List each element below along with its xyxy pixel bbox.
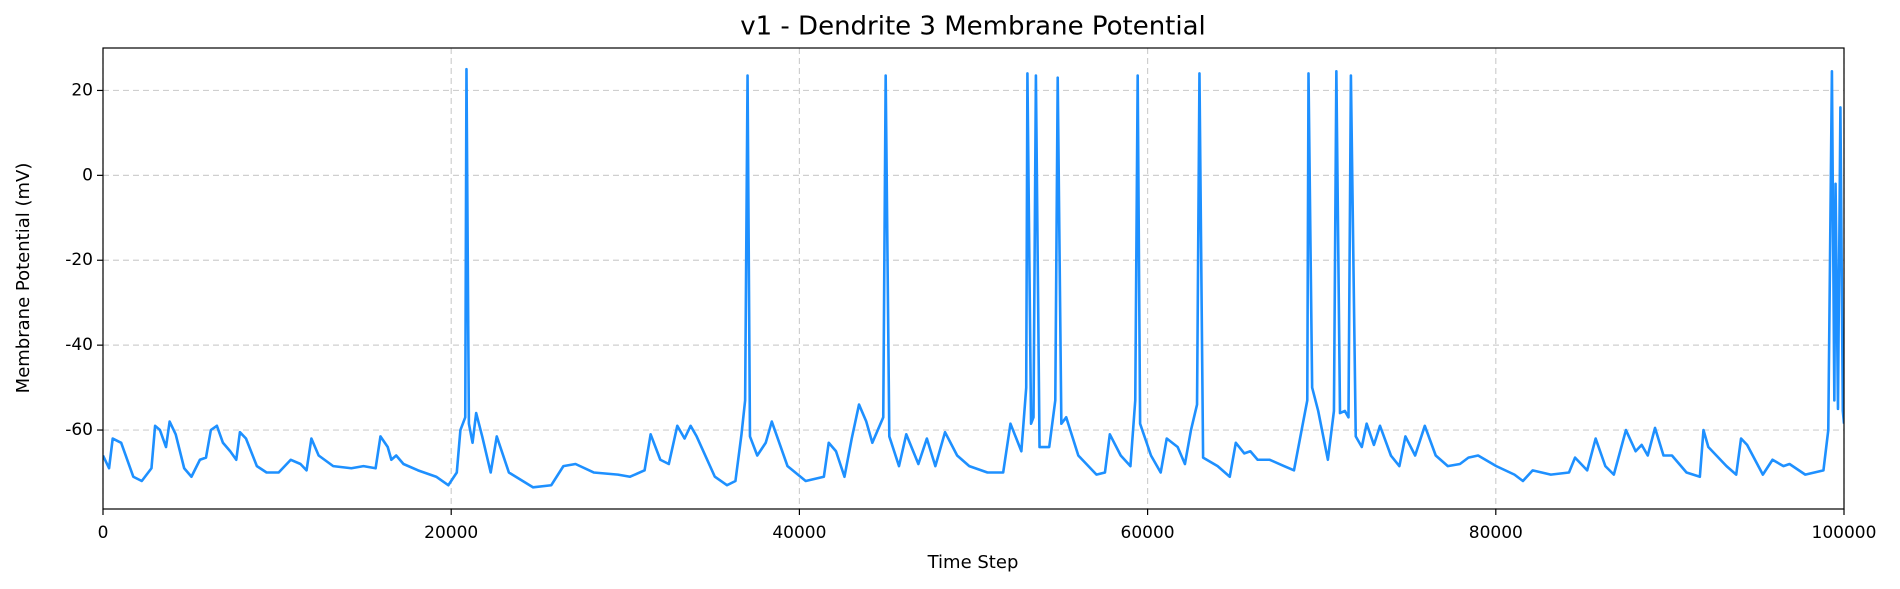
y-axis-label: Membrane Potential (mV) [13,163,34,394]
y-tick-label: -20 [65,250,93,270]
y-tick-label: -40 [65,335,93,355]
x-tick-label: 20000 [424,523,478,543]
x-tick-label: 100000 [1812,523,1877,543]
y-tick-label: 20 [71,80,93,100]
x-axis-label: Time Step [927,552,1019,573]
x-tick-label: 80000 [1469,523,1523,543]
series-line [103,67,1844,489]
x-tick-label: 40000 [772,523,826,543]
plot-frame [102,47,1845,510]
y-tick-label: 0 [82,165,93,185]
x-tick-label: 60000 [1121,523,1175,543]
y-tick-label: -60 [65,420,93,440]
x-tick-label: 0 [98,523,109,543]
chart-title: v1 - Dendrite 3 Membrane Potential [740,12,1206,42]
